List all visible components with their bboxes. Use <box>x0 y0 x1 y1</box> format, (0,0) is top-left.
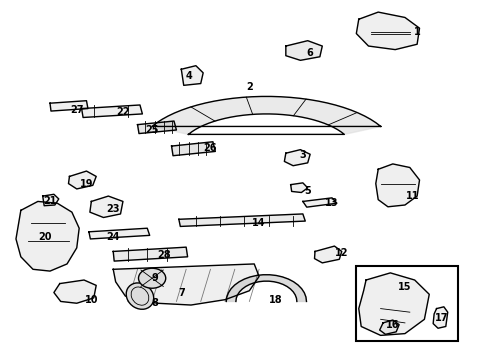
Polygon shape <box>50 101 88 111</box>
Polygon shape <box>113 264 259 305</box>
Text: 15: 15 <box>397 282 411 292</box>
Polygon shape <box>179 214 305 226</box>
Text: 5: 5 <box>304 186 310 196</box>
Polygon shape <box>16 202 79 271</box>
Polygon shape <box>68 171 96 189</box>
Circle shape <box>138 268 165 288</box>
Text: 24: 24 <box>106 232 120 242</box>
Polygon shape <box>302 198 336 207</box>
Polygon shape <box>152 96 380 134</box>
Polygon shape <box>314 246 341 263</box>
Text: 1: 1 <box>413 27 420 37</box>
Polygon shape <box>285 41 322 60</box>
Bar <box>356 266 458 341</box>
Polygon shape <box>181 66 203 85</box>
Text: 16: 16 <box>385 320 399 330</box>
Polygon shape <box>171 142 215 156</box>
Text: 10: 10 <box>84 295 98 305</box>
Polygon shape <box>137 121 176 134</box>
Polygon shape <box>89 228 149 239</box>
Polygon shape <box>290 183 307 193</box>
Text: 25: 25 <box>145 125 159 135</box>
Text: 20: 20 <box>39 232 52 242</box>
Polygon shape <box>113 247 187 261</box>
Text: 2: 2 <box>245 82 252 92</box>
Text: 8: 8 <box>151 298 158 308</box>
Polygon shape <box>379 320 398 334</box>
Text: 4: 4 <box>185 71 192 81</box>
Ellipse shape <box>126 283 153 309</box>
Text: 27: 27 <box>70 105 83 115</box>
Text: 9: 9 <box>151 273 158 283</box>
Polygon shape <box>81 105 142 117</box>
Text: 6: 6 <box>306 48 313 58</box>
Polygon shape <box>42 194 59 206</box>
Text: 17: 17 <box>434 312 447 323</box>
Polygon shape <box>54 280 96 303</box>
Text: 23: 23 <box>106 203 120 213</box>
Text: 18: 18 <box>269 295 283 305</box>
Text: 14: 14 <box>252 218 265 228</box>
Text: 11: 11 <box>405 191 418 201</box>
Text: 28: 28 <box>157 250 171 260</box>
Polygon shape <box>375 164 419 207</box>
Text: 21: 21 <box>43 197 57 206</box>
Text: 26: 26 <box>203 143 217 153</box>
Text: 19: 19 <box>80 179 93 189</box>
Text: 7: 7 <box>178 288 184 297</box>
Polygon shape <box>284 150 309 166</box>
Polygon shape <box>358 273 428 336</box>
Polygon shape <box>90 196 122 217</box>
Text: 22: 22 <box>116 107 129 117</box>
Text: 12: 12 <box>334 248 348 258</box>
Text: 13: 13 <box>325 198 338 208</box>
Polygon shape <box>226 275 306 301</box>
Text: 3: 3 <box>299 150 305 160</box>
Polygon shape <box>356 12 419 50</box>
Polygon shape <box>432 307 447 328</box>
